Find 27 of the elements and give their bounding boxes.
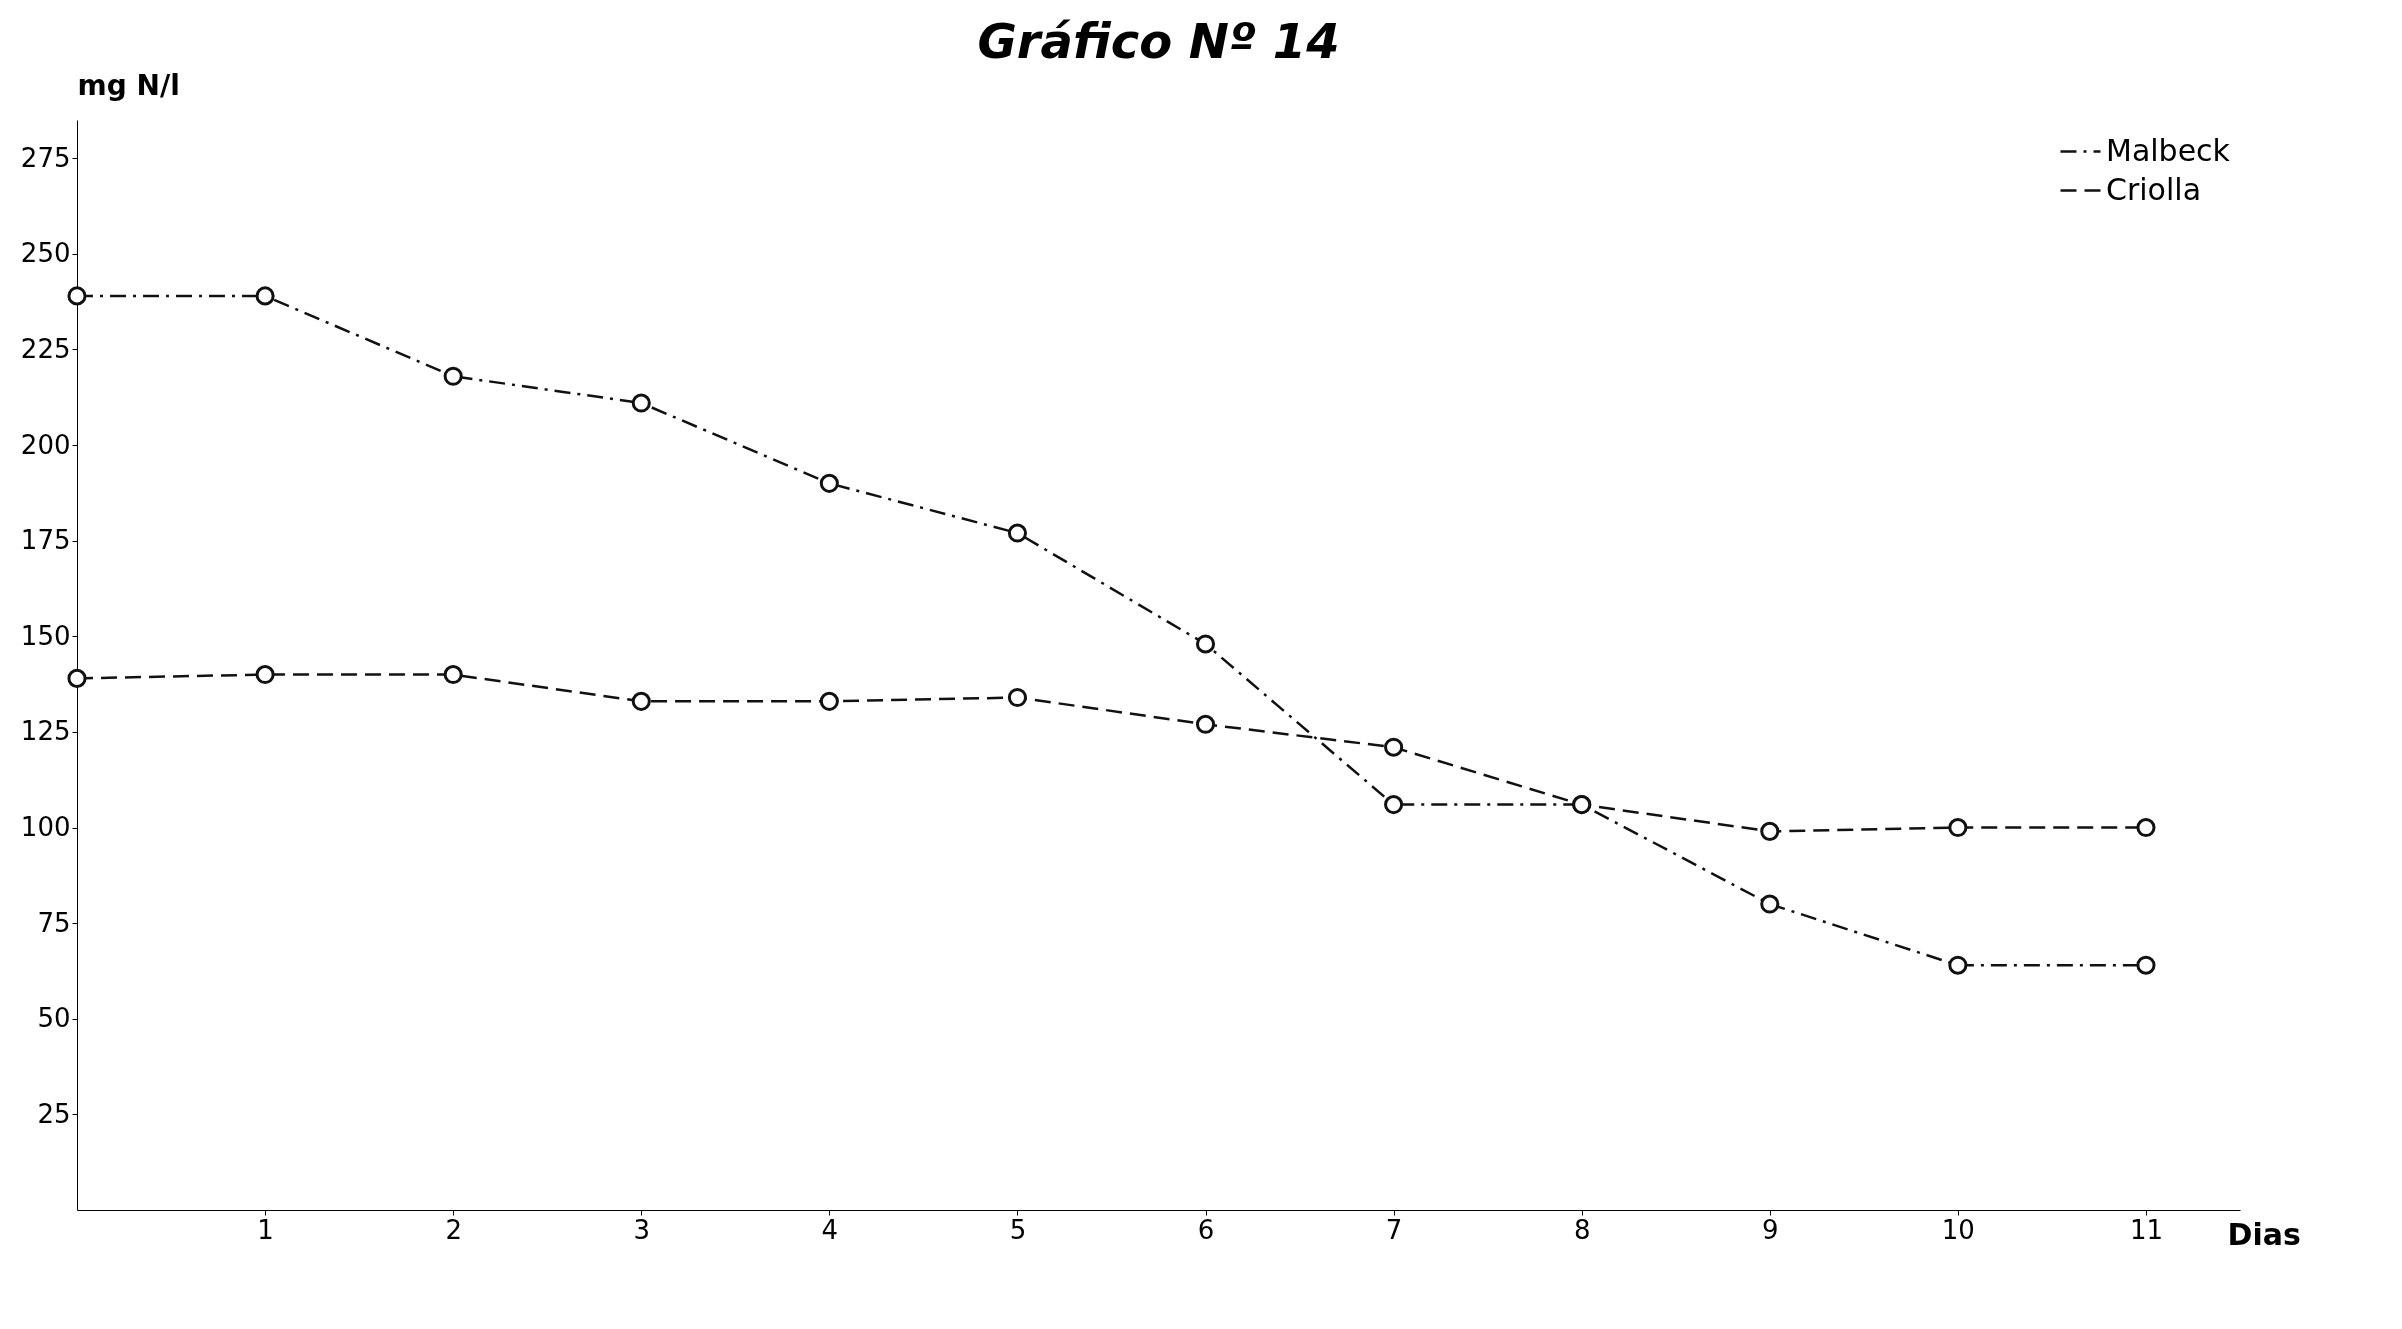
y-axis-title: mg N/l (77, 68, 180, 102)
y-tick-label: 75 (37, 907, 71, 938)
y-tick-label: 125 (20, 716, 71, 747)
y-tick-label: 50 (37, 1003, 71, 1034)
y-tick-label: 150 (20, 620, 71, 651)
y-tick-label: 175 (20, 525, 71, 556)
x-tick-label: 3 (633, 1214, 651, 1245)
x-tick-label: 8 (1573, 1214, 1591, 1245)
x-tick-label: 9 (1762, 1214, 1779, 1245)
x-tick-label: 6 (1197, 1214, 1215, 1245)
x-tick-label: 11 (2129, 1214, 2163, 1245)
legend-label: Criolla (2106, 171, 2202, 207)
chart-title: Gráfico Nº 14 (977, 13, 1340, 69)
y-tick-label: 25 (37, 1098, 71, 1129)
x-tick-label: 5 (1009, 1214, 1027, 1245)
y-tick-label: 275 (20, 142, 71, 173)
x-tick-label: 4 (821, 1214, 839, 1245)
y-tick-label: 250 (20, 238, 71, 269)
x-tick-label: 10 (1941, 1214, 1975, 1245)
x-tick-label: 7 (1385, 1214, 1403, 1245)
y-tick-label: 100 (20, 812, 71, 843)
y-tick-label: 200 (20, 429, 71, 460)
x-axis-title: Dias (2227, 1216, 2301, 1252)
x-tick-label: 1 (257, 1214, 274, 1245)
y-tick-label: 225 (20, 333, 71, 364)
x-tick-label: 2 (445, 1214, 462, 1245)
legend-label: Malbeck (2106, 132, 2231, 168)
